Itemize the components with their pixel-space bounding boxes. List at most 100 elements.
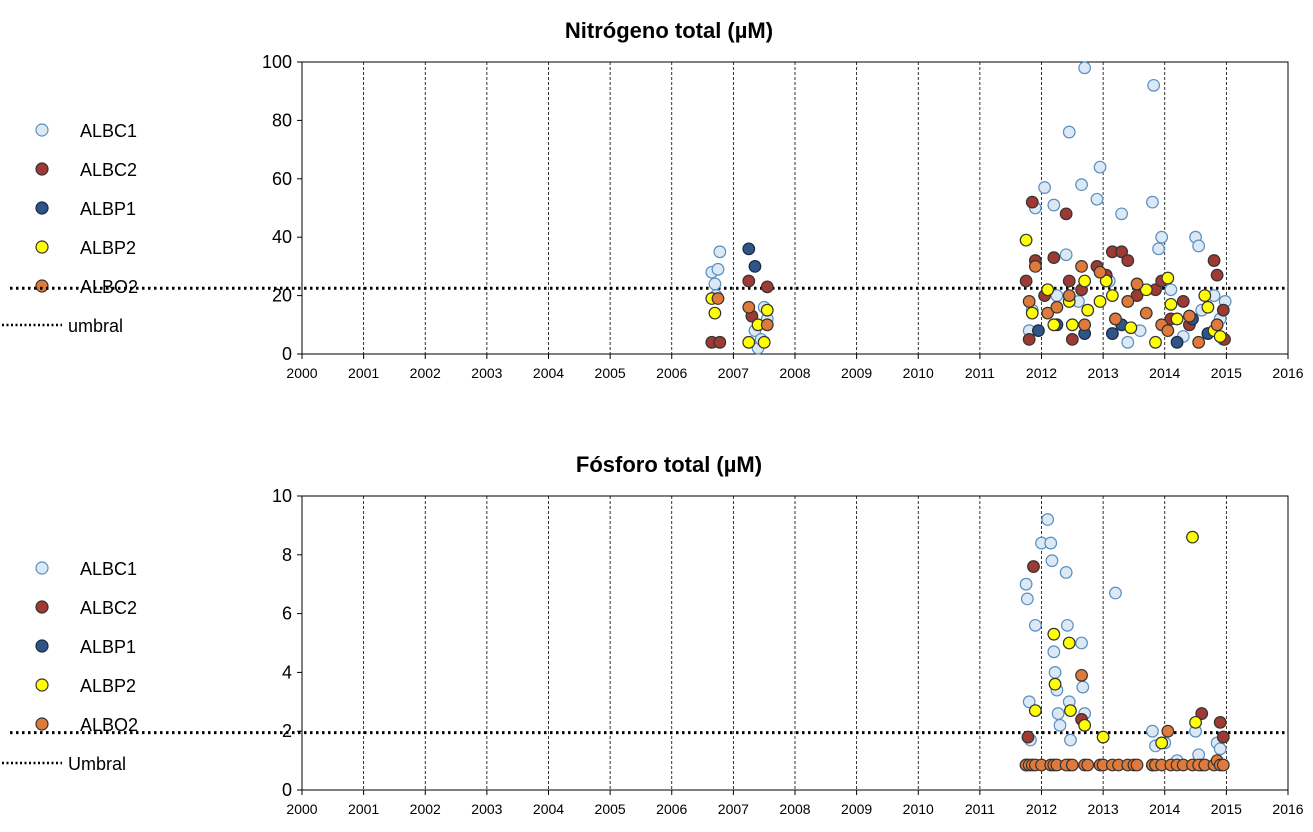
point-albp2 [760, 303, 774, 317]
x-tick-label: 2013 [1088, 365, 1119, 381]
point-albc2 [1059, 207, 1073, 221]
chart-title: Nitrógeno total (µM) [565, 18, 773, 43]
point-albp2 [1124, 321, 1138, 335]
x-tick-label: 2001 [348, 365, 379, 381]
point-albo2 [1192, 335, 1206, 349]
point-albc1 [1109, 586, 1122, 600]
x-tick-label: 2004 [533, 801, 564, 817]
point-albc1 [1192, 239, 1206, 253]
point-albo2 [1109, 312, 1122, 326]
point-albc2 [1025, 195, 1039, 209]
point-albp2 [1093, 295, 1107, 308]
legend-marker-albc1 [35, 123, 49, 137]
point-albc1 [1076, 680, 1090, 694]
x-tick-label: 2013 [1088, 801, 1119, 817]
point-albo2 [1161, 724, 1175, 738]
point-albc1 [1062, 125, 1076, 139]
y-tick-label: 20 [272, 286, 292, 306]
legend-threshold-label: umbral [68, 316, 123, 336]
x-tick-label: 2015 [1211, 801, 1242, 817]
point-albc1 [1121, 335, 1135, 349]
x-tick-label: 2008 [779, 365, 810, 381]
point-albp2 [1201, 300, 1215, 314]
point-albc2 [1065, 333, 1079, 346]
point-albo2 [1139, 306, 1153, 320]
point-albo2 [742, 300, 756, 314]
point-albc2 [1216, 303, 1230, 317]
point-albp2 [1047, 627, 1061, 641]
point-albc1 [1075, 178, 1088, 192]
point-albo2 [1028, 260, 1042, 273]
legend-marker-albp2 [35, 678, 49, 692]
point-albc1 [1155, 230, 1169, 244]
point-albc1 [1045, 554, 1059, 568]
point-albp2 [757, 335, 771, 349]
point-albp1 [748, 260, 762, 273]
point-albc1 [713, 245, 727, 259]
x-tick-label: 2000 [286, 365, 317, 381]
x-tick-label: 2010 [903, 365, 934, 381]
plot-area: 2000 2001 2002 2003 2004 2005 2006 2007 2008 2009… [10, 486, 1304, 817]
point-albp2 [1170, 312, 1184, 326]
point-albc2 [1210, 268, 1224, 282]
point-albo2 [1041, 306, 1055, 320]
point-albc2 [1022, 333, 1036, 346]
point-albc1 [1147, 78, 1161, 92]
point-albc1 [1060, 618, 1074, 632]
y-tick-label: 4 [282, 662, 292, 682]
point-albc1 [1146, 724, 1159, 738]
point-albp1 [1105, 327, 1119, 340]
legend-label: ALBP1 [80, 637, 136, 657]
point-albp2 [1028, 704, 1042, 718]
point-albc1 [1028, 618, 1042, 632]
y-tick-label: 10 [272, 486, 292, 506]
point-albc2 [1121, 254, 1135, 267]
point-albc1 [1020, 592, 1034, 606]
x-tick-label: 2009 [841, 365, 872, 381]
nitrogen-chart: Nitrógeno total (µM) ALBC1 ALBC2 ALBP1 ALBP… [2, 18, 1304, 381]
point-albc1 [1022, 695, 1036, 709]
legend-marker-albp2 [35, 240, 49, 254]
x-tick-label: 2006 [656, 365, 687, 381]
point-albc1 [1047, 645, 1061, 659]
legend-label: ALBC2 [80, 160, 137, 180]
x-tick-label: 2004 [533, 365, 564, 381]
point-albc2 [1021, 730, 1035, 744]
x-tick-label: 2007 [718, 801, 749, 817]
y-tick-label: 40 [272, 227, 292, 247]
point-albp2 [1064, 704, 1077, 718]
legend-marker-albc2 [35, 162, 49, 176]
point-albc1 [1075, 636, 1088, 650]
point-albo2 [1065, 758, 1079, 772]
point-albc1 [1051, 707, 1065, 720]
x-tick-label: 2003 [471, 365, 502, 381]
x-tick-label: 2012 [1026, 365, 1057, 381]
point-albo2 [1182, 309, 1196, 323]
legend-threshold-label: Umbral [68, 754, 126, 774]
point-albp2 [1081, 303, 1095, 317]
point-albc1 [1093, 160, 1107, 174]
point-albc1 [1059, 566, 1073, 579]
point-albc1 [1053, 718, 1067, 732]
point-albc1 [1064, 733, 1077, 747]
point-albp2 [1078, 718, 1092, 732]
point-albp2 [1164, 297, 1178, 311]
chart-legend: ALBC1 ALBC2 ALBP1 ALBP2 ALBO2 umbral [2, 121, 138, 336]
x-tick-label: 2006 [656, 801, 687, 817]
y-tick-label: 60 [272, 169, 292, 189]
point-albc1 [1044, 536, 1058, 550]
point-albp2 [1096, 730, 1110, 744]
point-albc2 [1027, 560, 1040, 573]
x-tick-label: 2016 [1272, 365, 1303, 381]
point-albp1 [1170, 335, 1184, 349]
point-albc1 [708, 277, 722, 291]
legend-label: ALBO2 [80, 277, 138, 297]
legend-label: ALBO2 [80, 715, 138, 735]
point-albc2 [1019, 274, 1033, 288]
point-albc1 [1213, 742, 1227, 756]
x-tick-label: 2008 [779, 801, 810, 817]
point-albo2 [1075, 668, 1088, 682]
legend-marker-albp1 [35, 201, 49, 215]
chart-legend: ALBC1 ALBC2 ALBP1 ALBP2 ALBO2 Umbral [2, 559, 138, 774]
